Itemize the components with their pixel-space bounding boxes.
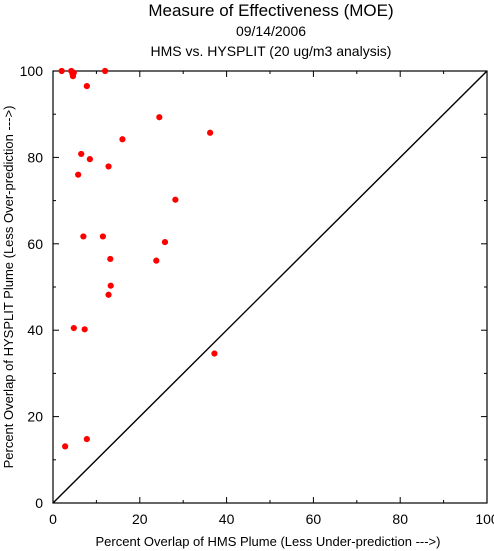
data-point-8	[207, 129, 214, 136]
x-tick-label-100: 100	[475, 511, 494, 527]
x-tick-label-40: 40	[219, 511, 235, 527]
y-tick-label-40: 40	[27, 322, 43, 338]
data-point-19	[153, 257, 160, 264]
data-point-14	[172, 196, 179, 203]
data-point-15	[80, 233, 87, 240]
data-point-10	[78, 150, 85, 158]
x-tick-label-60: 60	[306, 511, 322, 527]
data-point-7	[156, 114, 163, 121]
data-point-21	[105, 291, 112, 298]
data-point-16	[99, 233, 107, 240]
chart-title: Measure of Effectiveness (MOE)	[148, 1, 393, 20]
x-tick-label-0: 0	[49, 511, 57, 527]
data-point-4	[70, 69, 77, 76]
data-point-24	[211, 350, 218, 357]
y-tick-label-20: 20	[27, 409, 43, 425]
data-point-6	[101, 67, 109, 75]
y-tick-label-60: 60	[27, 236, 43, 252]
y-tick-label-0: 0	[35, 495, 43, 511]
data-point-23	[81, 326, 88, 333]
y-axis-label: Percent Overlap of HYSPLIT Plume (Less O…	[1, 106, 16, 469]
data-point-25	[83, 435, 90, 443]
x-tick-label-80: 80	[392, 511, 408, 527]
data-point-9	[119, 136, 126, 143]
data-point-17	[161, 238, 169, 246]
plot-area: 0 20 40 60 80 100 0 20 40 60 80 100	[20, 63, 494, 527]
x-tick-label-20: 20	[132, 511, 148, 527]
data-point-18	[107, 255, 114, 263]
data-point-12	[105, 163, 112, 170]
y-tick-label-100: 100	[20, 63, 44, 79]
y-tick-label-80: 80	[27, 149, 43, 165]
chart-subtitle-analysis: HMS vs. HYSPLIT (20 ug/m3 analysis)	[151, 43, 392, 59]
data-point-0	[58, 67, 65, 75]
x-axis-label: Percent Overlap of HMS Plume (Less Under…	[96, 534, 441, 549]
data-point-11	[86, 156, 93, 163]
data-point-26	[62, 443, 69, 450]
data-point-5	[83, 83, 90, 90]
data-point-13	[75, 171, 82, 178]
data-point-22	[70, 324, 77, 332]
data-point-20	[107, 282, 114, 289]
reference-line-y-equals-x	[52, 70, 488, 504]
chart-subtitle-date: 09/14/2006	[236, 23, 306, 39]
